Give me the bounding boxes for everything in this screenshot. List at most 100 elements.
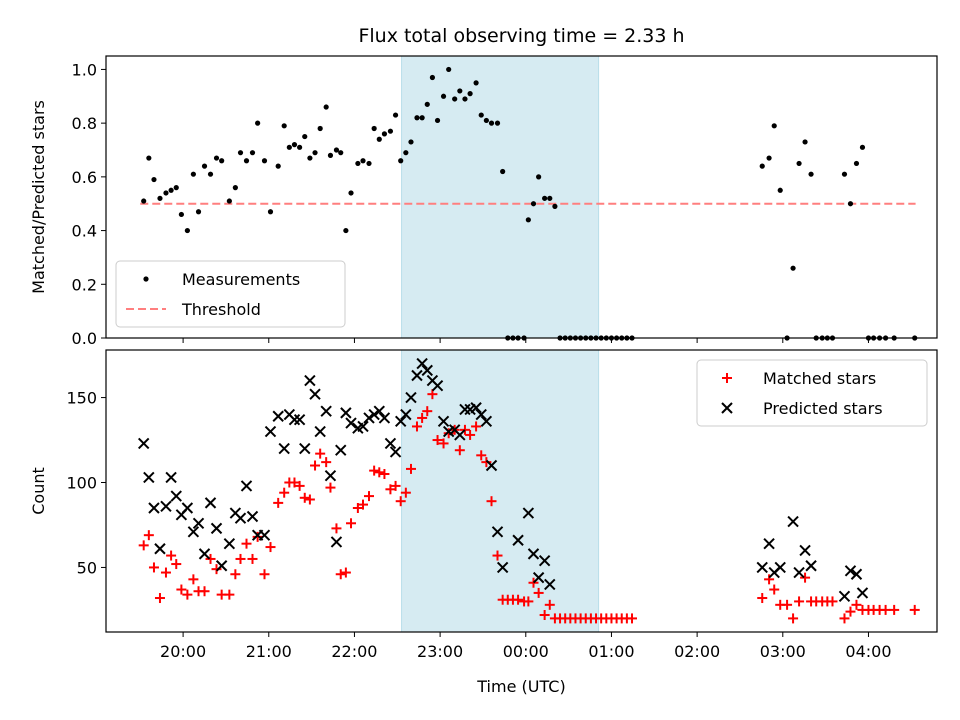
matched-star-point	[385, 484, 396, 495]
y-tick-label: 0.6	[72, 168, 97, 187]
measurement-point	[190, 171, 196, 177]
matched-star-point	[539, 610, 550, 621]
matched-star-point	[335, 569, 346, 580]
measurement-point	[261, 158, 268, 164]
top-y-axis-title: Matched/Predicted stars	[29, 100, 48, 294]
matched-star-point	[279, 487, 290, 498]
measurement-point	[281, 123, 287, 129]
y-tick-label: 50	[77, 558, 97, 577]
measurement-point	[291, 142, 298, 148]
top-highlight-span	[401, 55, 600, 339]
top-series-measurements	[141, 66, 918, 341]
measurement-point	[302, 133, 308, 140]
predicted-star-point	[394, 415, 407, 428]
matched-star-point	[486, 496, 497, 507]
matched-star-point	[340, 567, 351, 578]
matched-star-point	[764, 574, 775, 585]
matched-star-point	[794, 596, 805, 607]
measurement-point	[440, 93, 447, 99]
measurement-point	[243, 158, 250, 164]
predicted-star-point	[437, 415, 450, 428]
measurement-point	[488, 120, 495, 126]
measurement-point	[232, 185, 238, 191]
measurement-point	[371, 125, 377, 132]
legend-predicted-swatch	[721, 402, 733, 414]
measurement-point	[237, 150, 244, 156]
predicted-star-point	[850, 568, 863, 580]
matched-star-point	[346, 518, 357, 529]
bottom-legend: Matched stars Predicted stars	[696, 359, 928, 427]
matched-star-point	[369, 465, 380, 476]
predicted-star-point	[246, 510, 259, 523]
measurement-point	[414, 115, 420, 121]
measurement-point	[841, 171, 848, 177]
matched-star-point	[379, 469, 390, 480]
matched-star-point	[528, 577, 539, 588]
matched-star-point	[769, 584, 780, 595]
matched-star-point	[513, 594, 524, 605]
y-tick-label: 0.0	[72, 329, 97, 348]
predicted-star-point	[357, 420, 369, 433]
predicted-star-point	[187, 526, 200, 538]
matched-star-point	[166, 550, 177, 561]
matched-star-point	[331, 523, 342, 534]
matched-star-point	[374, 467, 385, 478]
measurement-point	[403, 150, 409, 156]
predicted-star-point	[522, 507, 535, 519]
matched-star-point	[235, 553, 246, 564]
measurement-point	[307, 155, 313, 161]
measurement-point	[207, 171, 214, 177]
matched-star-point	[800, 572, 811, 583]
predicted-star-point	[411, 369, 423, 382]
measurement-point	[392, 112, 399, 118]
predicted-star-point	[527, 548, 540, 560]
predicted-star-point	[240, 480, 253, 492]
matched-star-point	[405, 463, 416, 474]
measurement-point	[398, 158, 404, 164]
measurement-point	[178, 211, 184, 218]
matched-star-point	[395, 496, 406, 507]
measurement-point	[859, 144, 866, 150]
legend-label: Threshold	[181, 300, 261, 319]
measurement-point	[808, 171, 814, 177]
predicted-star-point	[340, 407, 352, 419]
matched-star-point	[889, 604, 900, 615]
x-tick-label: 02:00	[674, 642, 720, 661]
matched-star-point	[471, 421, 482, 432]
measurement-point	[483, 117, 489, 124]
measurement-point	[213, 155, 220, 161]
predicted-star-point	[345, 417, 357, 429]
matched-star-point	[310, 460, 321, 471]
top-panel: 0.0 0.2 0.4 0.6 0.8 1.0 Matched/Predicted star…	[29, 55, 938, 348]
predicted-star-point	[278, 442, 290, 455]
bottom-series-matched-stars	[138, 389, 920, 624]
predicted-star-point	[774, 561, 786, 574]
predicted-star-point	[272, 410, 284, 422]
predicted-star-point	[532, 571, 545, 584]
matched-star-point	[352, 502, 363, 513]
measurement-point	[494, 120, 501, 126]
legend-label: Matched stars	[763, 369, 876, 388]
predicted-star-point	[756, 561, 768, 574]
matched-star-point	[224, 589, 235, 600]
predicted-star-point	[160, 500, 172, 512]
top-legend: Measurements Threshold	[115, 260, 346, 328]
legend-measurement-swatch	[143, 276, 149, 282]
measurement-point	[452, 96, 458, 102]
predicted-star-point	[459, 403, 471, 416]
predicted-star-point	[143, 471, 155, 484]
x-axis-title: Time (UTC)	[476, 677, 565, 696]
predicted-star-point	[210, 522, 223, 535]
matched-star-point	[138, 540, 149, 551]
measurement-point	[360, 158, 366, 164]
measurement-point	[327, 152, 334, 158]
predicted-star-point	[491, 526, 504, 538]
predicted-star-point	[234, 512, 247, 524]
matched-star-point	[459, 424, 470, 435]
measurement-point	[173, 185, 179, 191]
predicted-star-point	[192, 517, 205, 529]
matched-star-point	[171, 559, 182, 570]
measurement-point	[462, 96, 468, 102]
matched-star-point	[358, 499, 369, 510]
measurement-point	[777, 187, 783, 193]
